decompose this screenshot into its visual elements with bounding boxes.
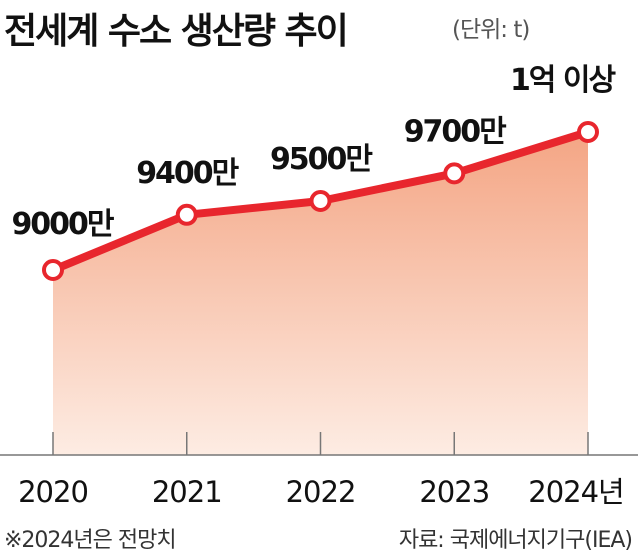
- x-axis-labels: 2020 2021 2022 2023 2024년: [18, 475, 625, 509]
- chart-title: 전세계 수소 생산량 추이: [4, 11, 349, 52]
- unit-label: (단위: t): [452, 17, 530, 43]
- x-axis-ticks: [52, 432, 589, 455]
- data-point-2024년: [577, 121, 599, 143]
- x-label-2024년: 2024년: [528, 475, 623, 509]
- data-point-2022: [309, 190, 332, 212]
- data-label-2024년: 1억 이상: [510, 63, 617, 98]
- data-point-2020: [42, 259, 64, 281]
- data-label-2022: 9500만: [270, 142, 373, 177]
- data-label-2020: 9000만: [11, 207, 114, 242]
- area-fill: [53, 132, 588, 455]
- x-label-2021: 2021: [152, 475, 222, 509]
- x-label-2023: 2023: [419, 475, 489, 509]
- data-label-2021: 9400만: [136, 156, 239, 191]
- data-point-2023: [443, 162, 466, 185]
- data-points: [42, 121, 599, 281]
- x-label-2022: 2022: [286, 475, 356, 509]
- data-point-2021: [175, 203, 198, 226]
- source-note: 자료: 국제에너지기구(IEA): [398, 528, 633, 553]
- x-label-2020: 2020: [18, 475, 88, 509]
- footnote: ※2024년은 전망치: [4, 528, 177, 553]
- data-label-2023: 9700만: [404, 114, 507, 149]
